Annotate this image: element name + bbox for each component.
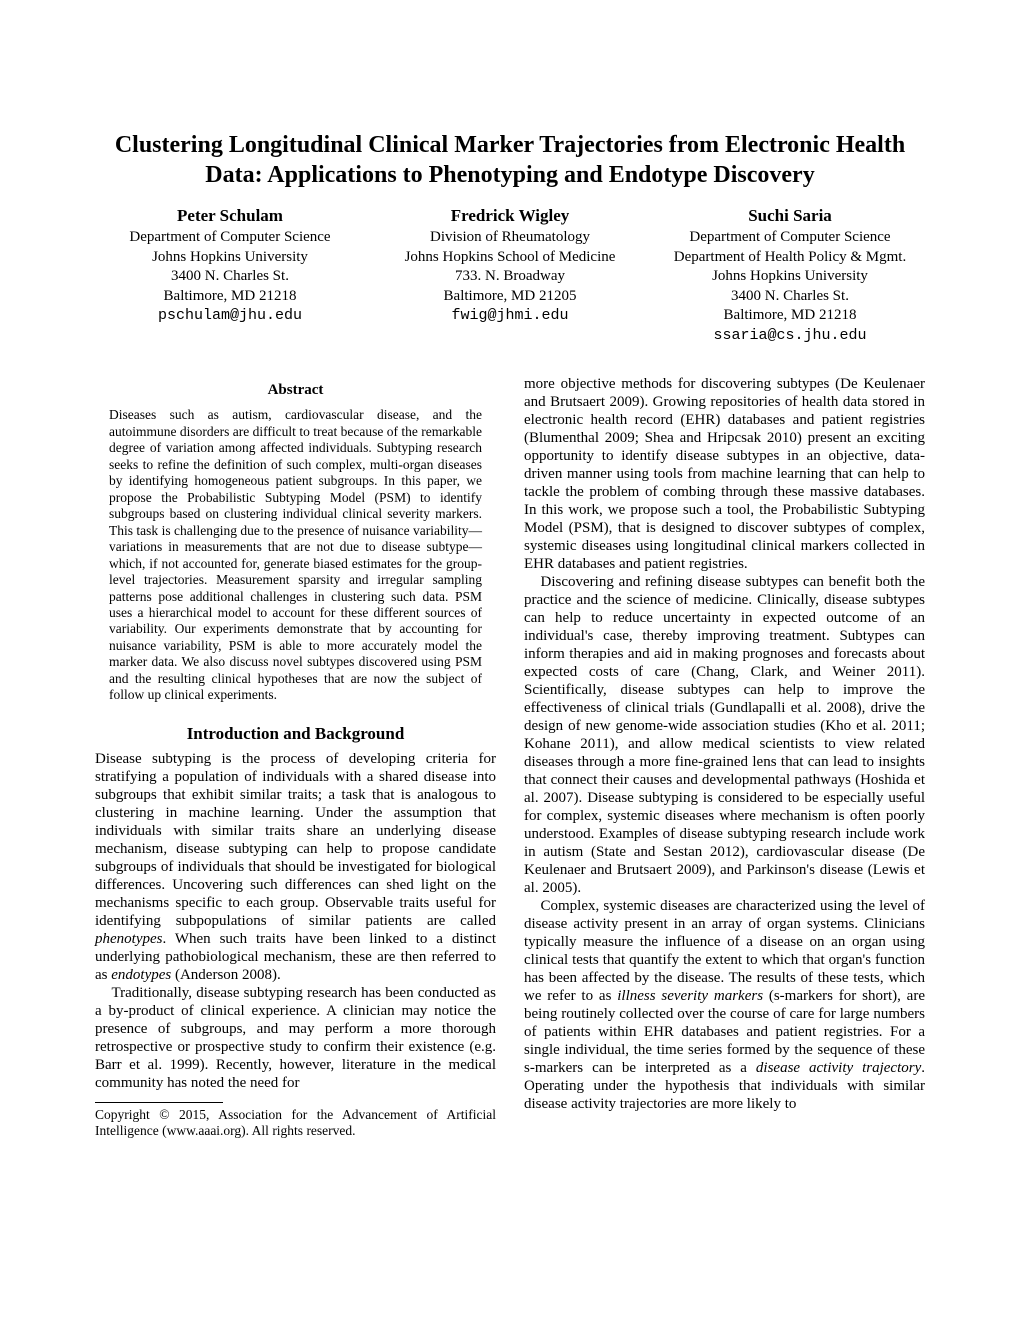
copyright-footnote: Copyright © 2015, Association for the Ad… bbox=[95, 1107, 496, 1139]
text-span: (Anderson 2008). bbox=[171, 967, 281, 983]
body-paragraph: Disease subtyping is the process of deve… bbox=[95, 750, 496, 984]
aff-line: 3400 N. Charles St. bbox=[171, 268, 289, 284]
aff-line: Division of Rheumatology bbox=[430, 229, 590, 245]
author-email: pschulam@jhu.edu bbox=[158, 307, 302, 324]
authors-row: Peter Schulam Department of Computer Sci… bbox=[95, 206, 925, 345]
text-span: Disease subtyping is the process of deve… bbox=[95, 751, 496, 929]
aff-line: 733. N. Broadway bbox=[455, 268, 565, 284]
body-paragraph: Complex, systemic diseases are character… bbox=[524, 897, 925, 1113]
aff-line: Baltimore, MD 21218 bbox=[164, 288, 297, 304]
emphasis: disease activity trajectory bbox=[756, 1060, 921, 1076]
body-paragraph: more objective methods for discovering s… bbox=[524, 375, 925, 573]
aff-line: Baltimore, MD 21218 bbox=[724, 307, 857, 323]
aff-line: Johns Hopkins University bbox=[152, 249, 308, 265]
body-paragraph: Discovering and refining disease subtype… bbox=[524, 573, 925, 897]
aff-line: Department of Health Policy & Mgmt. bbox=[674, 249, 906, 265]
author-name: Suchi Saria bbox=[655, 206, 925, 226]
aff-line: Johns Hopkins School of Medicine bbox=[405, 249, 616, 265]
aff-line: Department of Computer Science bbox=[129, 229, 330, 245]
right-column: more objective methods for discovering s… bbox=[524, 375, 925, 1139]
aff-line: Baltimore, MD 21205 bbox=[444, 288, 577, 304]
section-heading-intro: Introduction and Background bbox=[95, 724, 496, 744]
page-container: Clustering Longitudinal Clinical Marker … bbox=[0, 0, 1020, 1190]
left-column: Abstract Diseases such as autism, cardio… bbox=[95, 375, 496, 1139]
two-column-layout: Abstract Diseases such as autism, cardio… bbox=[95, 375, 925, 1139]
author-affiliation: Division of Rheumatology Johns Hopkins S… bbox=[375, 228, 645, 326]
emphasis: endotypes bbox=[111, 967, 171, 983]
author-email: ssaria@cs.jhu.edu bbox=[713, 327, 866, 344]
abstract-text: Diseases such as autism, cardiovascular … bbox=[95, 407, 496, 703]
body-paragraph: Traditionally, disease subtyping researc… bbox=[95, 984, 496, 1092]
author-block-1: Peter Schulam Department of Computer Sci… bbox=[95, 206, 365, 345]
abstract-heading: Abstract bbox=[95, 381, 496, 399]
emphasis: illness severity markers bbox=[617, 988, 763, 1004]
emphasis: phenotypes bbox=[95, 931, 162, 947]
author-affiliation: Department of Computer Science Johns Hop… bbox=[95, 228, 365, 326]
footnote-divider bbox=[95, 1102, 223, 1103]
aff-line: Johns Hopkins University bbox=[712, 268, 868, 284]
aff-line: 3400 N. Charles St. bbox=[731, 288, 849, 304]
aff-line: Department of Computer Science bbox=[689, 229, 890, 245]
author-affiliation: Department of Computer Science Departmen… bbox=[655, 228, 925, 345]
author-name: Fredrick Wigley bbox=[375, 206, 645, 226]
author-name: Peter Schulam bbox=[95, 206, 365, 226]
author-block-2: Fredrick Wigley Division of Rheumatology… bbox=[375, 206, 645, 345]
author-block-3: Suchi Saria Department of Computer Scien… bbox=[655, 206, 925, 345]
paper-title: Clustering Longitudinal Clinical Marker … bbox=[95, 130, 925, 190]
author-email: fwig@jhmi.edu bbox=[451, 307, 568, 324]
